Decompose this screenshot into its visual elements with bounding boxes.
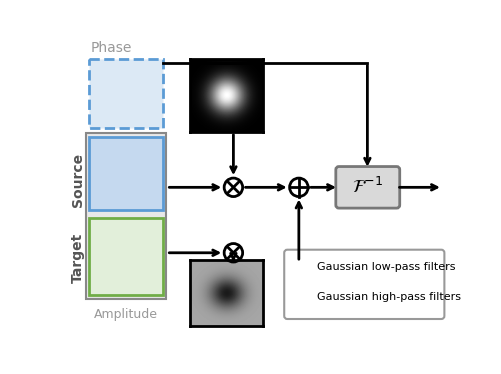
Text: Phase: Phase bbox=[91, 41, 132, 55]
FancyBboxPatch shape bbox=[284, 250, 443, 319]
Bar bbox=[89, 59, 163, 128]
Bar bbox=[85, 134, 166, 299]
Text: Target: Target bbox=[71, 233, 85, 283]
Text: $\mathcal{F}^{-1}$: $\mathcal{F}^{-1}$ bbox=[351, 177, 383, 197]
Text: Gaussian high-pass filters: Gaussian high-pass filters bbox=[316, 292, 459, 302]
Bar bbox=[89, 218, 163, 295]
Text: Amplitude: Amplitude bbox=[94, 308, 158, 321]
FancyBboxPatch shape bbox=[335, 166, 399, 208]
Text: Source: Source bbox=[71, 153, 85, 207]
Text: Gaussian low-pass filters: Gaussian low-pass filters bbox=[316, 263, 454, 272]
Bar bbox=[89, 137, 163, 211]
